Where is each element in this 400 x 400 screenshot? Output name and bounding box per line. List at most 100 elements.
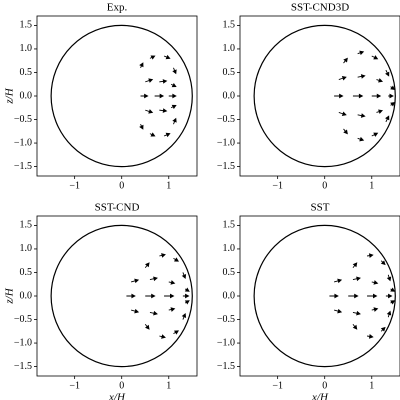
velocity-arrow (390, 300, 396, 305)
panel-title: SST-CND (95, 202, 140, 214)
velocity-arrow (390, 102, 396, 107)
velocity-arrow (329, 293, 339, 299)
y-tick-label: 0.0 (20, 290, 33, 301)
velocity-arrow (159, 334, 166, 339)
x-tick-label: 0 (119, 180, 124, 191)
velocity-arrow (164, 293, 175, 299)
velocity-arrow (385, 115, 390, 123)
panel: Exp. −1 0 1 1.5 1.0 0.5 0.0 −0.5 −1.0 −1.5 z/H (4, 2, 198, 191)
x-tick-label: 0 (322, 380, 327, 391)
y-tick-label: −1.0 (14, 137, 32, 148)
velocity-arrow (366, 253, 374, 258)
velocity-arrow (367, 293, 378, 299)
panel-title: SST-CND3D (291, 2, 349, 14)
x-tick-label: 0 (322, 180, 327, 191)
y-tick-label: 0.0 (20, 90, 33, 101)
y-tick-label: 0.5 (20, 267, 33, 278)
velocity-arrow (348, 293, 359, 299)
velocity-arrow (385, 293, 393, 299)
y-axis-label: z/H (4, 287, 16, 304)
x-tick-label: 1 (166, 380, 171, 391)
y-tick-label: −1.0 (217, 337, 235, 348)
velocity-arrow (149, 310, 158, 316)
velocity-arrow (357, 113, 366, 118)
y-tick-label: −0.5 (14, 314, 32, 325)
x-tick-label: 1 (369, 380, 374, 391)
y-tick-label: −1.0 (217, 137, 235, 148)
velocity-arrow (334, 93, 344, 99)
y-tick-label: −1.5 (14, 161, 32, 172)
velocity-arrow (170, 104, 177, 110)
x-tick-label: −1 (272, 180, 283, 191)
velocity-arrow (172, 67, 177, 75)
y-tick-label: −1.0 (14, 337, 32, 348)
velocity-arrow (390, 287, 396, 292)
velocity-arrow (173, 257, 179, 262)
velocity-arrow (376, 109, 384, 114)
y-tick-label: 1.0 (223, 243, 236, 254)
velocity-arrow (126, 293, 136, 299)
velocity-arrow (149, 132, 156, 137)
velocity-arrow (168, 93, 177, 99)
velocity-arrow (376, 78, 384, 83)
y-tick-label: 1.5 (223, 220, 236, 231)
x-tick-label: 0 (119, 380, 124, 391)
boundary-circle (253, 224, 396, 368)
y-tick-label: 0.5 (223, 267, 236, 278)
y-tick-label: 0.5 (223, 67, 236, 78)
velocity-arrow (182, 293, 190, 299)
velocity-arrow (352, 93, 364, 99)
x-axis-label: x/H (311, 392, 329, 400)
y-tick-label: −0.5 (217, 114, 235, 125)
velocity-arrow (388, 93, 394, 99)
velocity-arrow (184, 287, 190, 292)
velocity-arrow (371, 132, 379, 137)
y-tick-label: 1.0 (20, 243, 33, 254)
velocity-arrow (159, 79, 168, 84)
velocity-arrow (390, 85, 396, 90)
x-axis-label: x/H (108, 392, 126, 400)
x-tick-label: 1 (369, 180, 374, 191)
velocity-arrow (352, 310, 361, 316)
y-tick-label: 0.0 (223, 290, 236, 301)
velocity-arrow (357, 136, 365, 142)
panel-title: SST (311, 202, 330, 214)
x-tick-label: −1 (272, 380, 283, 391)
x-tick-label: 1 (166, 180, 171, 191)
velocity-arrow (338, 76, 347, 81)
velocity-arrow (163, 54, 171, 60)
velocity-arrow (380, 326, 386, 332)
velocity-arrow (385, 69, 390, 77)
velocity-arrow (144, 262, 150, 269)
velocity-arrow (140, 93, 149, 99)
velocity-arrow (173, 330, 179, 335)
velocity-arrow (352, 323, 358, 330)
velocity-arrow (343, 128, 348, 135)
y-axis-label: z/H (4, 87, 16, 104)
velocity-arrow (343, 57, 348, 64)
velocity-arrow (159, 108, 168, 113)
velocity-arrow (334, 308, 343, 314)
velocity-arrow (145, 78, 154, 83)
x-tick-label: −1 (69, 380, 80, 391)
panel: SST-CND −1 0 1 1.5 1.0 0.5 0.0 −0.5 −1.0 −1.5 x/H z/… (4, 202, 198, 400)
velocity-arrow (139, 62, 144, 68)
velocity-arrow (357, 50, 365, 56)
velocity-arrow (357, 74, 366, 79)
velocity-arrow (338, 111, 347, 116)
velocity-arrow (149, 55, 156, 60)
velocity-arrow (352, 276, 361, 282)
y-tick-label: 1.5 (20, 220, 33, 231)
velocity-arrow (170, 82, 177, 88)
y-tick-label: 0.5 (20, 67, 33, 78)
y-tick-label: 1.0 (223, 43, 236, 54)
boundary-circle (50, 224, 193, 368)
y-tick-label: −1.5 (217, 361, 235, 372)
velocity-arrow (139, 124, 144, 130)
velocity-arrow (371, 307, 379, 312)
velocity-arrow (371, 280, 379, 285)
velocity-arrow (181, 312, 187, 320)
velocity-arrow (163, 132, 171, 138)
